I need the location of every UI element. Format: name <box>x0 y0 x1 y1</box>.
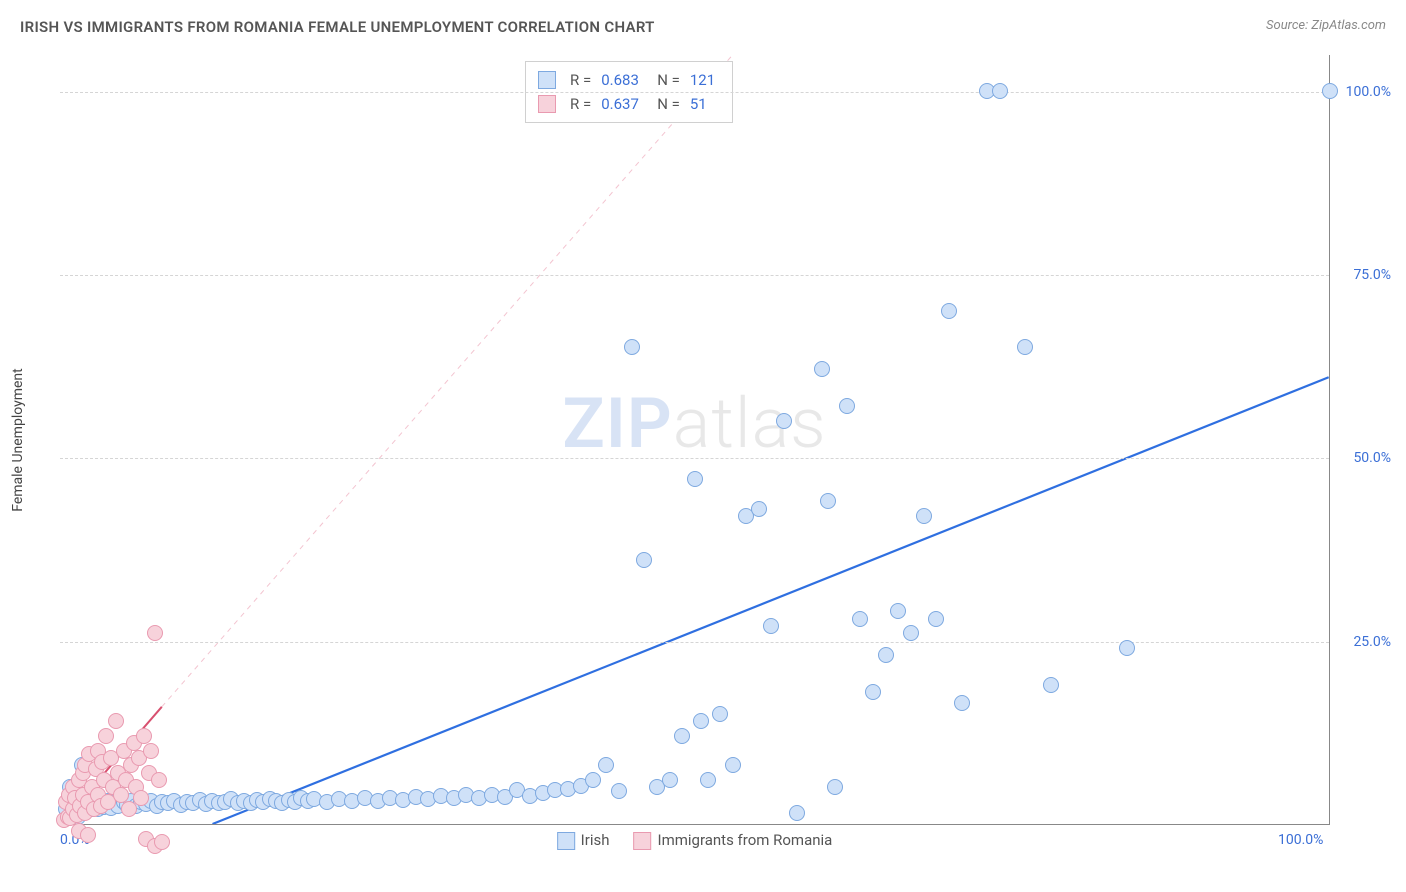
y-tick-label: 100.0% <box>1336 84 1391 100</box>
chart-area: ZIPatlas Female Unemployment R =0.683N =… <box>60 55 1390 845</box>
data-point <box>636 552 652 568</box>
data-point <box>890 603 906 619</box>
data-point <box>687 471 703 487</box>
data-point <box>865 684 881 700</box>
data-point <box>751 501 767 517</box>
data-point <box>1043 677 1059 693</box>
data-point <box>113 787 129 803</box>
watermark-atlas: atlas <box>673 383 827 465</box>
stats-r-value: 0.637 <box>601 92 647 116</box>
data-point <box>852 611 868 627</box>
data-point <box>878 647 894 663</box>
data-point <box>789 805 805 821</box>
data-point <box>154 834 170 850</box>
data-point <box>133 790 149 806</box>
data-point <box>1322 83 1338 99</box>
data-point <box>903 625 919 641</box>
legend-item: Irish <box>557 831 610 850</box>
data-point <box>147 625 163 641</box>
data-point <box>941 303 957 319</box>
data-point <box>151 772 167 788</box>
data-point <box>98 728 114 744</box>
data-point <box>80 827 96 843</box>
data-point <box>820 493 836 509</box>
data-point <box>611 783 627 799</box>
data-point <box>839 398 855 414</box>
legend-swatch <box>557 832 575 850</box>
x-tick-label: 100.0% <box>1278 832 1323 848</box>
legend-label: Irish <box>581 831 610 849</box>
stats-r-value: 0.683 <box>601 68 647 92</box>
data-point <box>674 728 690 744</box>
data-point <box>763 618 779 634</box>
gridline <box>60 92 1329 93</box>
stats-n-value: 121 <box>690 68 720 92</box>
data-point <box>776 413 792 429</box>
legend-swatch <box>538 95 556 113</box>
data-point <box>598 757 614 773</box>
data-point <box>700 772 716 788</box>
data-point <box>136 728 152 744</box>
legend-item: Immigrants from Romania <box>633 831 832 850</box>
chart-title: IRISH VS IMMIGRANTS FROM ROMANIA FEMALE … <box>20 18 655 36</box>
data-point <box>814 361 830 377</box>
y-axis-label: Female Unemployment <box>10 368 26 512</box>
data-point <box>585 772 601 788</box>
scatter-plot: ZIPatlas Female Unemployment R =0.683N =… <box>60 55 1330 825</box>
stats-r-label: R = <box>570 92 591 116</box>
stats-row: R = 0.683 N = 121 <box>538 68 720 92</box>
stats-n-label: N = <box>657 92 680 116</box>
legend-swatch <box>633 832 651 850</box>
data-point <box>827 779 843 795</box>
stats-n-value: 51 <box>690 92 720 116</box>
y-tick-label: 75.0% <box>1336 267 1391 283</box>
stats-r-label: R = <box>570 68 591 92</box>
y-tick-label: 50.0% <box>1336 450 1391 466</box>
data-point <box>916 508 932 524</box>
bottom-legend: Irish Immigrants from Romania <box>557 831 833 850</box>
trend-lines <box>60 55 1329 824</box>
data-point <box>693 713 709 729</box>
stats-row: R = 0.637 N = 51 <box>538 92 720 116</box>
stats-n-label: N = <box>657 68 680 92</box>
data-point <box>992 83 1008 99</box>
gridline <box>60 642 1329 643</box>
data-point <box>1017 339 1033 355</box>
data-point <box>712 706 728 722</box>
data-point <box>928 611 944 627</box>
legend-swatch <box>538 71 556 89</box>
watermark-zip: ZIP <box>562 383 672 465</box>
y-tick-label: 25.0% <box>1336 634 1391 650</box>
data-point <box>624 339 640 355</box>
source-label: Source: ZipAtlas.com <box>1266 18 1386 33</box>
legend-label: Immigrants from Romania <box>657 831 832 849</box>
data-point <box>1119 640 1135 656</box>
data-point <box>121 801 137 817</box>
data-point <box>108 713 124 729</box>
gridline <box>60 458 1329 459</box>
data-point <box>954 695 970 711</box>
gridline <box>60 275 1329 276</box>
data-point <box>725 757 741 773</box>
data-point <box>662 772 678 788</box>
data-point <box>143 743 159 759</box>
